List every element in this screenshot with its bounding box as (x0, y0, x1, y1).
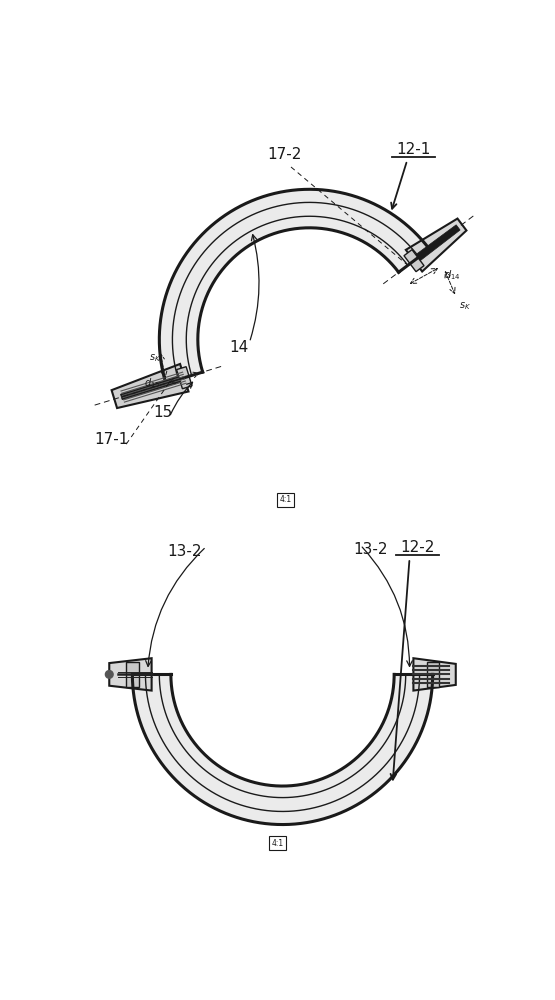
Text: 13-2: 13-2 (168, 544, 202, 559)
Text: 12-1: 12-1 (396, 142, 431, 157)
Text: 4:1: 4:1 (280, 495, 292, 504)
Text: 4:1: 4:1 (272, 839, 284, 848)
Text: $d_{14}$: $d_{14}$ (444, 268, 460, 282)
Circle shape (105, 671, 113, 678)
Polygon shape (112, 364, 189, 408)
Polygon shape (426, 662, 439, 687)
FancyBboxPatch shape (277, 493, 294, 507)
Polygon shape (406, 219, 466, 271)
Text: 12-2: 12-2 (400, 540, 435, 555)
Text: $s_K$: $s_K$ (459, 300, 471, 312)
FancyBboxPatch shape (269, 836, 286, 850)
Text: $d_{15}$: $d_{15}$ (144, 376, 160, 390)
Polygon shape (159, 189, 430, 383)
Polygon shape (120, 375, 185, 400)
Polygon shape (413, 658, 456, 691)
Polygon shape (404, 250, 424, 272)
Polygon shape (126, 662, 139, 687)
Polygon shape (109, 658, 152, 691)
Polygon shape (412, 225, 460, 264)
Text: 17-2: 17-2 (268, 147, 302, 162)
Text: 14: 14 (229, 340, 248, 355)
Polygon shape (176, 367, 192, 389)
Text: 15: 15 (154, 405, 173, 420)
Text: 17-1: 17-1 (94, 432, 128, 447)
Text: $s_K$: $s_K$ (149, 352, 161, 364)
Polygon shape (132, 674, 433, 825)
Text: 13-2: 13-2 (354, 542, 388, 557)
